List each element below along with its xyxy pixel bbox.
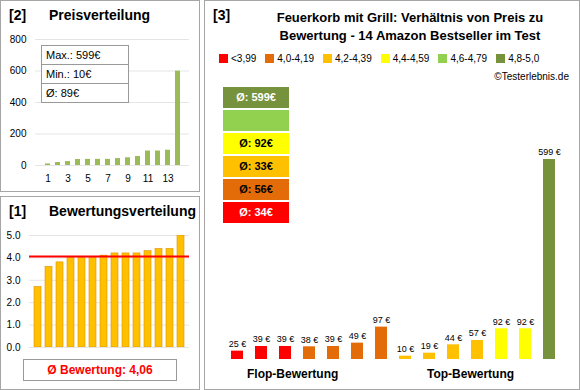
html-text:Bewertungsverteilung: Bewertungsverteilung	[49, 203, 196, 219]
html-text:Ø: 599€: Ø: 599€	[236, 91, 276, 103]
svg-text:92 €: 92 €	[493, 317, 511, 327]
html-text:Ø: 34€: Ø: 34€	[239, 206, 273, 218]
html-text:4,0-4,19: 4,0-4,19	[277, 53, 314, 64]
html-text:Min.: 10€: Min.: 10€	[46, 68, 92, 80]
svg-text:97 €: 97 €	[373, 315, 391, 325]
svg-text:1: 1	[45, 173, 51, 184]
html-text:Ø: 56€: Ø: 56€	[239, 183, 273, 195]
svg-text:0: 0	[21, 160, 27, 171]
svg-text:0.0: 0.0	[7, 342, 21, 353]
svg-text:2.0: 2.0	[7, 297, 21, 308]
html-text:[3]: [3]	[213, 7, 231, 23]
svg-text:39 €: 39 €	[253, 334, 271, 344]
html-text:Feuerkorb mit Grill: Verhältni: Feuerkorb mit Grill: Verhältnis von Prei…	[276, 10, 544, 43]
svg-text:599 €: 599 €	[538, 147, 561, 157]
html-text:Ø: 33€: Ø: 33€	[239, 160, 273, 172]
html-text:[2]: [2]	[9, 7, 27, 23]
svg-text:9: 9	[125, 173, 131, 184]
svg-text:25 €: 25 €	[229, 339, 247, 349]
svg-text:13: 13	[162, 173, 174, 184]
html-text:Ø: 89€: Ø: 89€	[46, 87, 79, 99]
html-text:4,8-5,0: 4,8-5,0	[508, 53, 540, 64]
html-text:4,4-4,59: 4,4-4,59	[392, 53, 430, 64]
html-text:©Testerlebnis.de: ©Testerlebnis.de	[494, 71, 569, 82]
svg-text:400: 400	[10, 97, 27, 108]
html-text:4,2-4,39: 4,2-4,39	[335, 53, 372, 64]
svg-text:3.0: 3.0	[7, 275, 21, 286]
html-text:4,6-4,79: 4,6-4,79	[450, 53, 488, 64]
html-text:[1]: [1]	[9, 203, 27, 219]
svg-text:57 €: 57 €	[469, 328, 487, 338]
html-text:Max.: 599€: Max.: 599€	[46, 49, 101, 61]
svg-text:39 €: 39 €	[325, 334, 343, 344]
svg-text:11: 11	[143, 173, 154, 184]
svg-text:39 €: 39 €	[277, 334, 295, 344]
svg-text:44 €: 44 €	[445, 333, 463, 343]
svg-text:7: 7	[105, 173, 111, 184]
svg-text:600: 600	[10, 65, 27, 76]
svg-text:1.0: 1.0	[7, 319, 21, 330]
svg-text:19 €: 19 €	[421, 341, 439, 351]
svg-text:200: 200	[10, 128, 27, 139]
svg-text:49 €: 49 €	[349, 331, 367, 341]
svg-text:5: 5	[85, 173, 91, 184]
html-text:Ø Bewertung: 4,06: Ø Bewertung: 4,06	[47, 363, 153, 377]
svg-text:4.0: 4.0	[7, 252, 21, 263]
svg-text:10 €: 10 €	[397, 344, 415, 354]
svg-text:5.0: 5.0	[7, 230, 21, 241]
html-text:Top-Bewertung: Top-Bewertung	[427, 367, 515, 381]
svg-text:92 €: 92 €	[517, 317, 535, 327]
svg-text:38 €: 38 €	[301, 335, 319, 345]
html-text:Ø: 92€: Ø: 92€	[239, 137, 273, 149]
svg-text:3: 3	[65, 173, 71, 184]
html-text:Flop-Bewertung: Flop-Bewertung	[247, 367, 339, 381]
svg-text:800: 800	[10, 34, 27, 45]
html-text:<3,99: <3,99	[231, 53, 257, 64]
html-text:Preisverteilung: Preisverteilung	[49, 7, 151, 23]
